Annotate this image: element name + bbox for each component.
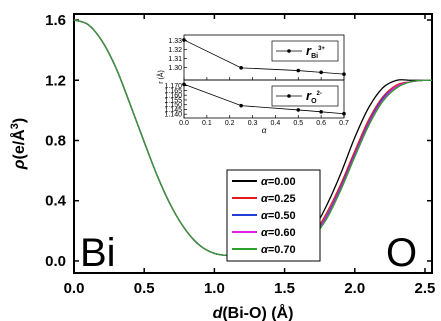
y-tick-label: 0.4 bbox=[45, 193, 67, 210]
inset-y-tick-label: 1.33 bbox=[168, 38, 182, 45]
inset-point bbox=[182, 82, 186, 87]
legend-entry-3: α=0.60 bbox=[261, 227, 296, 239]
inset-y-tick-label: 1.165 bbox=[164, 88, 182, 95]
inset-legend-marker-1 bbox=[287, 94, 291, 98]
annotation-o: O bbox=[386, 231, 417, 275]
inset-x-tick-label: 0.5 bbox=[293, 120, 303, 127]
inset-y-tick-label: 1.140 bbox=[164, 112, 182, 119]
inset-point bbox=[342, 111, 346, 116]
inset-y-tick-label: 1.145 bbox=[164, 107, 182, 114]
inset-x-axis-label: α bbox=[262, 126, 267, 135]
y-tick-label: 0.0 bbox=[45, 253, 66, 270]
inset-point bbox=[319, 70, 323, 75]
inset-point bbox=[239, 103, 243, 108]
y-axis-label: ρ(e/Å3) bbox=[9, 118, 28, 170]
inset-x-tick-label: 0.7 bbox=[339, 120, 349, 127]
x-tick-label: 0.0 bbox=[64, 280, 85, 297]
inset-y-tick-label: 1.160 bbox=[164, 93, 182, 100]
x-axis-label: d(Bi-O) (Å) bbox=[213, 303, 294, 321]
legend: α=0.00 α=0.25 α=0.50 α=0.60 α=0.70 bbox=[226, 169, 321, 262]
inset-legend-label-1: rO2- bbox=[306, 88, 322, 105]
inset-point bbox=[342, 72, 346, 76]
inset-y-tick-label: 1.150 bbox=[164, 102, 182, 109]
inset-x-tick-label: 0.3 bbox=[248, 120, 258, 127]
inset-x-tick-label: 0.2 bbox=[225, 120, 235, 127]
main-chart: 0.0 0.5 1.0 1.5 2.0 2.5 0.0 0.4 0.8 1.2 1.6 d(Bi-O)… bbox=[9, 12, 435, 321]
x-tick-label: 0.5 bbox=[134, 280, 155, 297]
inset-legend-marker-0 bbox=[287, 49, 291, 53]
y-tick-label: 0.8 bbox=[45, 132, 66, 149]
inset-point bbox=[296, 68, 301, 73]
inset-x-tick-label: 0.6 bbox=[316, 120, 326, 127]
x-tick-label: 2.0 bbox=[344, 280, 365, 297]
plot-frame bbox=[73, 13, 433, 274]
y-tick-label: 1.6 bbox=[45, 12, 66, 29]
legend-entry-2: α=0.50 bbox=[261, 210, 296, 222]
inset-y-axis-label: r (Å) bbox=[156, 70, 165, 84]
legend-entry-4: α=0.70 bbox=[261, 244, 296, 256]
inset-y-tick-label: 1.30 bbox=[168, 65, 182, 72]
inset-point bbox=[182, 38, 186, 42]
inset-y-tick-label: 1.32 bbox=[168, 47, 182, 54]
inset-point bbox=[239, 66, 243, 70]
inset-chart: 1.30 1.31 1.32 1.33 rBi3+ 1.1401.1451.1501.15… bbox=[156, 30, 349, 135]
inset-x-tick-label: 0.1 bbox=[202, 120, 212, 127]
inset-legend-box-1 bbox=[271, 85, 339, 107]
inset-y-tick-label: 1.31 bbox=[168, 56, 182, 63]
x-tick-label: 2.5 bbox=[415, 280, 436, 297]
inset-legend-box-0 bbox=[271, 40, 339, 62]
x-tick-label: 1.5 bbox=[274, 280, 295, 297]
inset-legend-label-0: rBi3+ bbox=[306, 43, 325, 60]
inset-x-tick-label: 0.0 bbox=[179, 120, 189, 127]
inset-x-tick-label: 0.4 bbox=[271, 120, 281, 127]
legend-entry-1: α=0.25 bbox=[261, 193, 296, 205]
inset-y-tick-label: 1.170 bbox=[164, 83, 182, 90]
inset-panel-frame-1 bbox=[183, 79, 345, 119]
inset-point bbox=[296, 108, 301, 112]
inset-point bbox=[319, 110, 323, 114]
inset-y-tick-label: 1.155 bbox=[164, 97, 182, 104]
legend-entry-0: α=0.00 bbox=[261, 176, 296, 188]
annotation-bi: Bi bbox=[80, 231, 116, 275]
y-tick-label: 1.2 bbox=[45, 72, 66, 89]
x-tick-label: 1.0 bbox=[204, 280, 225, 297]
